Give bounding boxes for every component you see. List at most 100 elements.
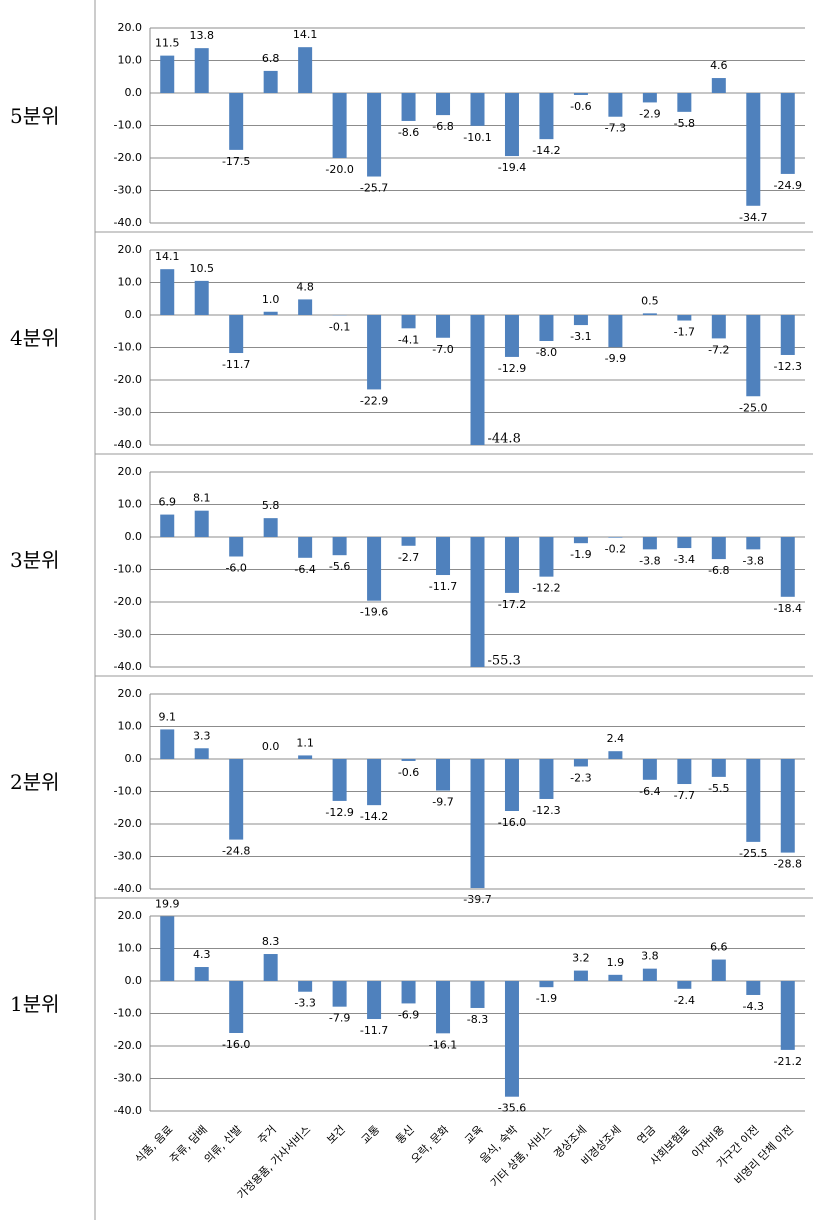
bar [470, 315, 485, 445]
value-label: 6.6 [710, 941, 728, 954]
y-tick-label: -40.0 [114, 216, 142, 229]
y-tick-label: -40.0 [114, 1104, 142, 1117]
y-tick-label: -10.0 [114, 785, 142, 798]
value-label: -2.3 [570, 771, 591, 784]
value-label: 6.8 [262, 52, 280, 65]
value-label: -11.7 [222, 358, 250, 371]
value-label: -34.7 [739, 211, 767, 224]
value-label: -24.8 [222, 845, 250, 858]
bar [229, 759, 244, 840]
value-label: -5.5 [708, 782, 729, 795]
value-label: 5.8 [262, 499, 280, 512]
value-label: -25.0 [739, 401, 767, 414]
bar [436, 315, 451, 338]
value-label: -5.8 [674, 117, 695, 130]
bar [298, 299, 313, 315]
x-tick-label: 통신 [393, 1123, 417, 1147]
bar [677, 759, 692, 785]
value-label: -5.6 [329, 560, 350, 573]
value-label: 14.1 [155, 250, 180, 263]
value-label: 1.1 [296, 736, 314, 749]
bar [711, 315, 726, 339]
y-tick-label: -40.0 [114, 660, 142, 673]
value-label: -55.3 [488, 654, 521, 669]
value-label: -16.1 [429, 1038, 457, 1051]
value-label: 14.1 [293, 28, 318, 41]
bar [470, 537, 485, 667]
bar [229, 981, 244, 1033]
value-label: -6.4 [639, 785, 660, 798]
value-label: 3.3 [193, 729, 211, 742]
y-tick-label: -30.0 [114, 850, 142, 863]
x-tick-label: 보건 [324, 1123, 348, 1147]
bar [608, 315, 623, 348]
y-tick-label: 10.0 [118, 942, 143, 955]
bar [229, 537, 244, 557]
value-label: -7.3 [605, 122, 626, 135]
bar [573, 315, 588, 326]
bar [573, 537, 588, 544]
y-tick-label: -20.0 [114, 373, 142, 386]
value-label: 4.3 [193, 948, 211, 961]
y-tick-label: 20.0 [118, 687, 143, 700]
bar [539, 981, 554, 988]
value-label: -16.0 [222, 1038, 250, 1051]
y-tick-label: -10.0 [114, 563, 142, 576]
y-tick-label: -30.0 [114, 1072, 142, 1085]
bar [573, 93, 588, 95]
value-label: -20.0 [325, 163, 353, 176]
bar [401, 537, 416, 546]
value-label: 0.0 [262, 740, 280, 753]
bar [194, 510, 209, 537]
value-label: -12.3 [532, 804, 560, 817]
value-label: -35.6 [498, 1102, 526, 1115]
value-label: -6.4 [294, 563, 315, 576]
value-label: 4.8 [296, 280, 314, 293]
x-tick-label: 교육 [462, 1123, 486, 1147]
value-label: -18.4 [774, 602, 802, 615]
bar [608, 537, 623, 538]
y-tick-label: -30.0 [114, 628, 142, 641]
value-label: -0.6 [398, 766, 419, 779]
bar [573, 970, 588, 981]
bar [780, 981, 795, 1050]
value-label: -9.7 [432, 796, 453, 809]
value-label: 11.5 [155, 37, 180, 50]
value-label: -25.7 [360, 182, 388, 195]
value-label: -17.2 [498, 598, 526, 611]
value-label: -8.3 [467, 1013, 488, 1026]
bar [746, 537, 761, 550]
row-label: 5분위 [10, 104, 60, 128]
bar [401, 315, 416, 329]
value-label: -11.7 [360, 1024, 388, 1037]
value-label: -12.3 [774, 360, 802, 373]
bar [677, 93, 692, 112]
value-label: -25.5 [739, 847, 767, 860]
value-label: -44.8 [488, 432, 521, 447]
bar [298, 47, 313, 93]
row-label: 1분위 [10, 992, 60, 1016]
bar [436, 759, 451, 791]
value-label: 3.2 [572, 952, 590, 965]
value-label: -0.1 [329, 320, 350, 333]
x-tick-label: 연금 [635, 1123, 659, 1147]
bar [470, 93, 485, 126]
bar [780, 537, 795, 597]
value-label: -3.4 [674, 553, 695, 566]
value-label: -24.9 [774, 179, 802, 192]
y-tick-label: 10.0 [118, 498, 143, 511]
y-tick-label: -20.0 [114, 817, 142, 830]
y-tick-label: -30.0 [114, 184, 142, 197]
bar [746, 981, 761, 995]
value-label: 4.6 [710, 59, 728, 72]
row-label: 3분위 [10, 548, 60, 572]
bar [780, 315, 795, 355]
bar [332, 537, 347, 556]
value-label: -3.3 [294, 997, 315, 1010]
value-label: -0.2 [605, 543, 626, 556]
y-tick-label: 0.0 [125, 86, 143, 99]
bar [711, 959, 726, 981]
value-label: -12.9 [498, 362, 526, 375]
y-tick-label: 0.0 [125, 974, 143, 987]
